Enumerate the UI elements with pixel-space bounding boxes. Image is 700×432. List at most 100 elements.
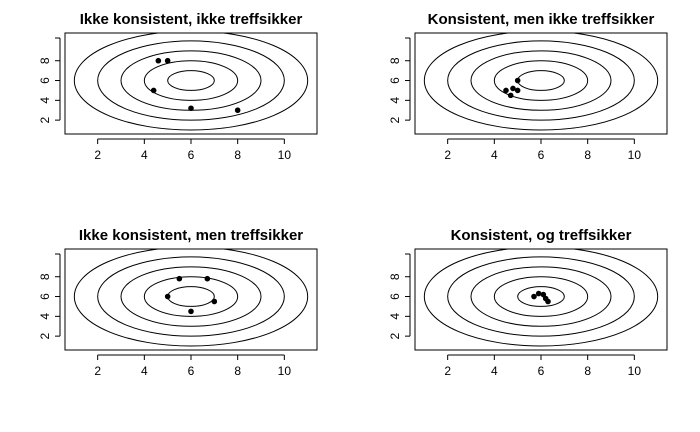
x-tick-label: 10 bbox=[278, 148, 292, 162]
target-ring-1 bbox=[167, 286, 215, 307]
y-tick-label: 6 bbox=[38, 293, 52, 300]
target-ring-5 bbox=[423, 33, 659, 131]
y-tick-label: 6 bbox=[388, 293, 402, 300]
x-axis: 2 4 6 8 10 bbox=[94, 354, 292, 378]
x-axis: 2 4 6 8 10 bbox=[444, 138, 642, 162]
y-tick-label: 4 bbox=[38, 313, 52, 320]
chart-panel-2: Konsistent, men ikke treffsikker 2 4 6 8 10 2 4… bbox=[388, 11, 668, 162]
target-ring-5 bbox=[423, 249, 659, 347]
data-point-4 bbox=[211, 298, 218, 305]
y-tick-label: 4 bbox=[38, 97, 52, 104]
target-ring-2 bbox=[493, 60, 589, 101]
target-ring-2 bbox=[143, 60, 239, 101]
y-tick-label: 8 bbox=[38, 57, 52, 64]
chart-panel-4: Konsistent, og treffsikker 2 4 6 8 10 2 4 6 8 bbox=[388, 227, 668, 378]
target-rings bbox=[73, 33, 309, 131]
target-ring-1 bbox=[517, 286, 565, 307]
y-tick-label: 2 bbox=[38, 332, 52, 339]
target-ring-2 bbox=[493, 276, 589, 317]
data-point-3 bbox=[510, 85, 516, 92]
target-ring-3 bbox=[470, 50, 612, 111]
data-point-1 bbox=[531, 293, 537, 300]
y-axis: 2 4 6 8 bbox=[38, 253, 61, 339]
data-point-2 bbox=[535, 290, 542, 297]
y-tick-label: 2 bbox=[38, 116, 52, 123]
x-tick-label: 2 bbox=[94, 148, 101, 162]
target-ring-2 bbox=[143, 276, 239, 317]
target-ring-3 bbox=[120, 50, 262, 111]
data-point-2 bbox=[164, 57, 171, 64]
target-ring-4 bbox=[447, 256, 635, 337]
target-ring-5 bbox=[73, 249, 309, 347]
chart-panel-3: Ikke konsistent, men treffsikker 2 4 6 8 10 2 4… bbox=[38, 227, 318, 378]
y-axis: 2 4 6 8 bbox=[388, 253, 411, 339]
data-point-4 bbox=[514, 87, 521, 94]
target-ring-3 bbox=[470, 266, 612, 327]
data-point-5 bbox=[234, 107, 241, 114]
plot-frame bbox=[64, 248, 318, 351]
x-tick-label: 8 bbox=[584, 364, 591, 378]
y-axis: 2 4 6 8 bbox=[388, 37, 411, 123]
data-points bbox=[531, 290, 551, 305]
data-point-3 bbox=[150, 87, 157, 94]
x-tick-label: 2 bbox=[94, 364, 101, 378]
data-point-5 bbox=[545, 298, 551, 305]
x-tick-label: 2 bbox=[444, 364, 451, 378]
chart-panel-1: Ikke konsistent, ikke treffsikker 2 4 6 8 10 2… bbox=[38, 11, 318, 162]
panel-title: Ikke konsistent, ikke treffsikker bbox=[80, 11, 303, 28]
target-ring-4 bbox=[97, 256, 285, 337]
target-rings bbox=[423, 33, 659, 131]
target-ring-5 bbox=[73, 33, 309, 131]
target-ring-1 bbox=[517, 70, 565, 91]
y-tick-label: 4 bbox=[388, 97, 402, 104]
y-tick-label: 8 bbox=[388, 57, 402, 64]
x-tick-label: 10 bbox=[628, 364, 642, 378]
panel-title: Ikke konsistent, men treffsikker bbox=[79, 227, 303, 244]
x-tick-label: 8 bbox=[584, 148, 591, 162]
x-tick-label: 6 bbox=[538, 148, 545, 162]
target-ring-4 bbox=[97, 40, 285, 121]
plot-frame bbox=[414, 248, 668, 351]
x-tick-label: 2 bbox=[444, 148, 451, 162]
data-point-1 bbox=[176, 275, 183, 282]
data-point-2 bbox=[507, 92, 514, 99]
data-points bbox=[164, 275, 218, 315]
target-ring-1 bbox=[167, 70, 215, 91]
data-point-5 bbox=[514, 77, 521, 84]
x-tick-label: 6 bbox=[188, 364, 195, 378]
y-tick-label: 4 bbox=[388, 313, 402, 320]
target-rings bbox=[423, 249, 659, 347]
x-tick-label: 8 bbox=[234, 148, 241, 162]
x-tick-label: 4 bbox=[491, 148, 498, 162]
y-axis: 2 4 6 8 bbox=[38, 37, 61, 123]
x-tick-label: 10 bbox=[278, 364, 292, 378]
data-point-3 bbox=[164, 293, 171, 300]
target-ring-4 bbox=[447, 40, 635, 121]
data-points bbox=[150, 57, 241, 114]
target-ring-3 bbox=[120, 266, 262, 327]
plot-frame bbox=[64, 32, 318, 135]
target-rings bbox=[73, 249, 309, 347]
data-point-1 bbox=[155, 57, 162, 64]
y-tick-label: 6 bbox=[38, 77, 52, 84]
x-tick-label: 4 bbox=[141, 148, 148, 162]
x-tick-label: 4 bbox=[141, 364, 148, 378]
y-tick-label: 2 bbox=[388, 332, 402, 339]
x-tick-label: 6 bbox=[538, 364, 545, 378]
x-tick-label: 8 bbox=[234, 364, 241, 378]
y-tick-label: 8 bbox=[388, 273, 402, 280]
x-tick-label: 10 bbox=[628, 148, 642, 162]
y-tick-label: 8 bbox=[38, 273, 52, 280]
data-point-5 bbox=[188, 308, 194, 315]
data-points bbox=[503, 77, 521, 99]
data-point-1 bbox=[503, 87, 509, 94]
panel-title: Konsistent, men ikke treffsikker bbox=[428, 11, 655, 28]
x-axis: 2 4 6 8 10 bbox=[444, 354, 642, 378]
y-tick-label: 2 bbox=[388, 116, 402, 123]
panel-title: Konsistent, og treffsikker bbox=[451, 227, 632, 244]
x-tick-label: 4 bbox=[491, 364, 498, 378]
plot-frame bbox=[414, 32, 668, 135]
data-point-2 bbox=[204, 275, 211, 282]
x-tick-label: 6 bbox=[188, 148, 195, 162]
